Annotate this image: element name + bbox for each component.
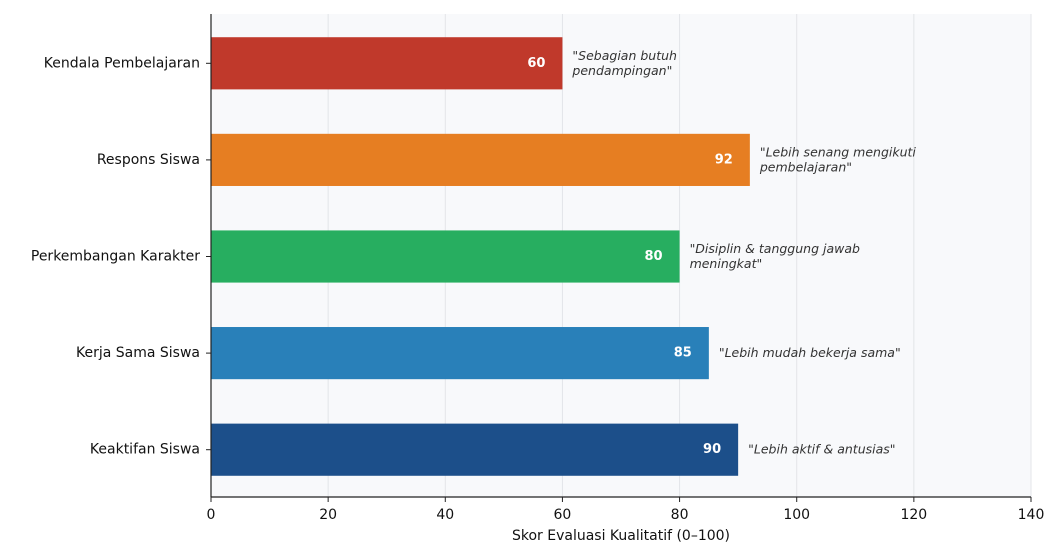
annotation-line: "Disiplin & tanggung jawab xyxy=(690,241,860,256)
value-label: 80 xyxy=(644,249,662,264)
value-label: 85 xyxy=(674,346,692,361)
x-axis-label: Skor Evaluasi Kualitatif (0–100) xyxy=(512,528,730,544)
bar xyxy=(211,133,750,186)
x-tick-label: 40 xyxy=(436,507,454,523)
annotation-line: "Lebih mudah bekerja sama" xyxy=(719,345,901,360)
x-tick-label: 100 xyxy=(783,507,810,523)
y-tick-label: Respons Siswa xyxy=(97,152,200,168)
annotation-line: meningkat" xyxy=(690,256,763,271)
annotation: "Lebih senang mengikuti pembelajaran" xyxy=(759,144,917,174)
value-label: 92 xyxy=(715,152,733,167)
x-tick-label: 20 xyxy=(319,507,337,523)
annotation-line: pendampingan" xyxy=(571,62,672,77)
x-tick-label: 120 xyxy=(900,507,927,523)
annotation: "Sebagian butuh pendampingan" xyxy=(571,47,677,77)
bar xyxy=(211,423,739,476)
bar xyxy=(211,230,680,283)
annotation-line: "Sebagian butuh xyxy=(572,47,677,62)
bar xyxy=(211,327,709,380)
y-tick-label: Keaktifan Siswa xyxy=(90,442,200,458)
x-tick-label: 140 xyxy=(1018,507,1045,523)
y-tick-label: Kerja Sama Siswa xyxy=(76,345,200,361)
annotation-line: pembelajaran" xyxy=(759,159,852,174)
y-tick-label: Kendala Pembelajaran xyxy=(44,55,200,71)
y-tick-label: Perkembangan Karakter xyxy=(31,249,200,265)
x-tick-label: 60 xyxy=(554,507,572,523)
x-tick-label: 0 xyxy=(207,507,216,523)
value-label: 90 xyxy=(703,442,721,457)
annotation: "Lebih mudah bekerja sama" xyxy=(719,345,901,360)
annotation-line: "Lebih aktif & antusias" xyxy=(748,441,895,456)
value-label: 60 xyxy=(527,56,545,71)
annotation: "Lebih aktif & antusias" xyxy=(748,441,895,456)
annotation: "Disiplin & tanggung jawab meningkat" xyxy=(690,241,860,271)
annotation-line: "Lebih senang mengikuti xyxy=(760,144,917,159)
x-tick-label: 80 xyxy=(671,507,689,523)
bar xyxy=(211,37,563,90)
